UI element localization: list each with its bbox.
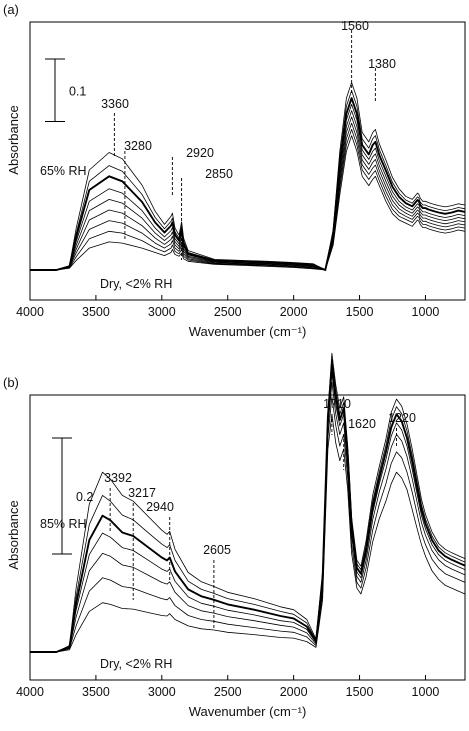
x-tick-label: 4000 (16, 685, 44, 699)
peak-label: 2940 (146, 500, 174, 514)
x-tick-label: 2000 (280, 685, 308, 699)
spectrum-curve (30, 363, 466, 653)
panel-a: (a) 4000 3500 3000 2500 2000 1500 1000 Wavenumbe… (3, 2, 466, 339)
rh-label-top: 85% RH (40, 517, 87, 531)
peak-label: 2850 (205, 167, 233, 181)
scale-bar-label: 0.1 (69, 84, 86, 98)
panel-label: (a) (3, 2, 19, 17)
y-axis-label: Absorbance (6, 105, 21, 174)
x-tick-label: 1500 (346, 305, 374, 319)
spectrum-curve (30, 110, 466, 271)
spectrum-curve (30, 135, 466, 271)
x-tick-label: 1000 (412, 685, 440, 699)
x-tick-label: 2500 (214, 305, 242, 319)
panel-b: (b) 4000 3500 3000 2500 2000 1500 1000 Wavenumbe… (3, 352, 466, 719)
peak-label: 3280 (124, 139, 152, 153)
spectrum-curve (30, 122, 466, 271)
peak-label: 2605 (203, 543, 231, 557)
peak-label: 3217 (128, 486, 156, 500)
x-tick-label: 2500 (214, 685, 242, 699)
rh-label-bottom: Dry, <2% RH (100, 277, 172, 291)
rh-label-bottom: Dry, <2% RH (100, 657, 172, 671)
x-tick-label: 1000 (412, 305, 440, 319)
panel-label: (b) (3, 375, 19, 390)
spectrum-curve (30, 104, 466, 271)
x-axis-label: Wavenumber (cm⁻¹) (189, 324, 307, 339)
spectrum-curve (30, 413, 466, 653)
scale-bar (52, 437, 72, 555)
y-axis-label: Absorbance (6, 500, 21, 569)
spectrum-curve (30, 352, 466, 653)
spectrum-curve (30, 90, 466, 271)
x-tick-label: 3000 (148, 305, 176, 319)
x-tick-label: 3000 (148, 685, 176, 699)
peak-label: 3360 (101, 97, 129, 111)
peak-label: 3392 (104, 471, 132, 485)
peak-label: 1220 (388, 411, 416, 425)
spectrum-curve (30, 97, 466, 271)
x-tick-label: 1500 (346, 685, 374, 699)
scale-bar-label: 0.2 (76, 490, 93, 504)
x-tick-label: 4000 (16, 305, 44, 319)
scale-bar (45, 58, 65, 122)
spectrum-curve (30, 396, 466, 653)
peak-label: 2920 (186, 146, 214, 160)
peak-label: 1380 (368, 57, 396, 71)
spectrum-curve (30, 116, 466, 271)
x-axis-label: Wavenumber (cm⁻¹) (189, 704, 307, 719)
spectrum-curve (30, 381, 466, 653)
plot-frame (29, 21, 466, 301)
plot-frame (29, 394, 466, 681)
peak-label: 1620 (348, 417, 376, 431)
x-tick-label: 3500 (82, 685, 110, 699)
peak-label: 1560 (341, 19, 369, 33)
spectrum-curve (30, 129, 466, 271)
x-tick-label: 2000 (280, 305, 308, 319)
x-tick-label: 3500 (82, 305, 110, 319)
peak-label: 1710 (323, 397, 351, 411)
spectrum-curve (30, 82, 466, 271)
rh-label-top: 65% RH (40, 164, 87, 178)
